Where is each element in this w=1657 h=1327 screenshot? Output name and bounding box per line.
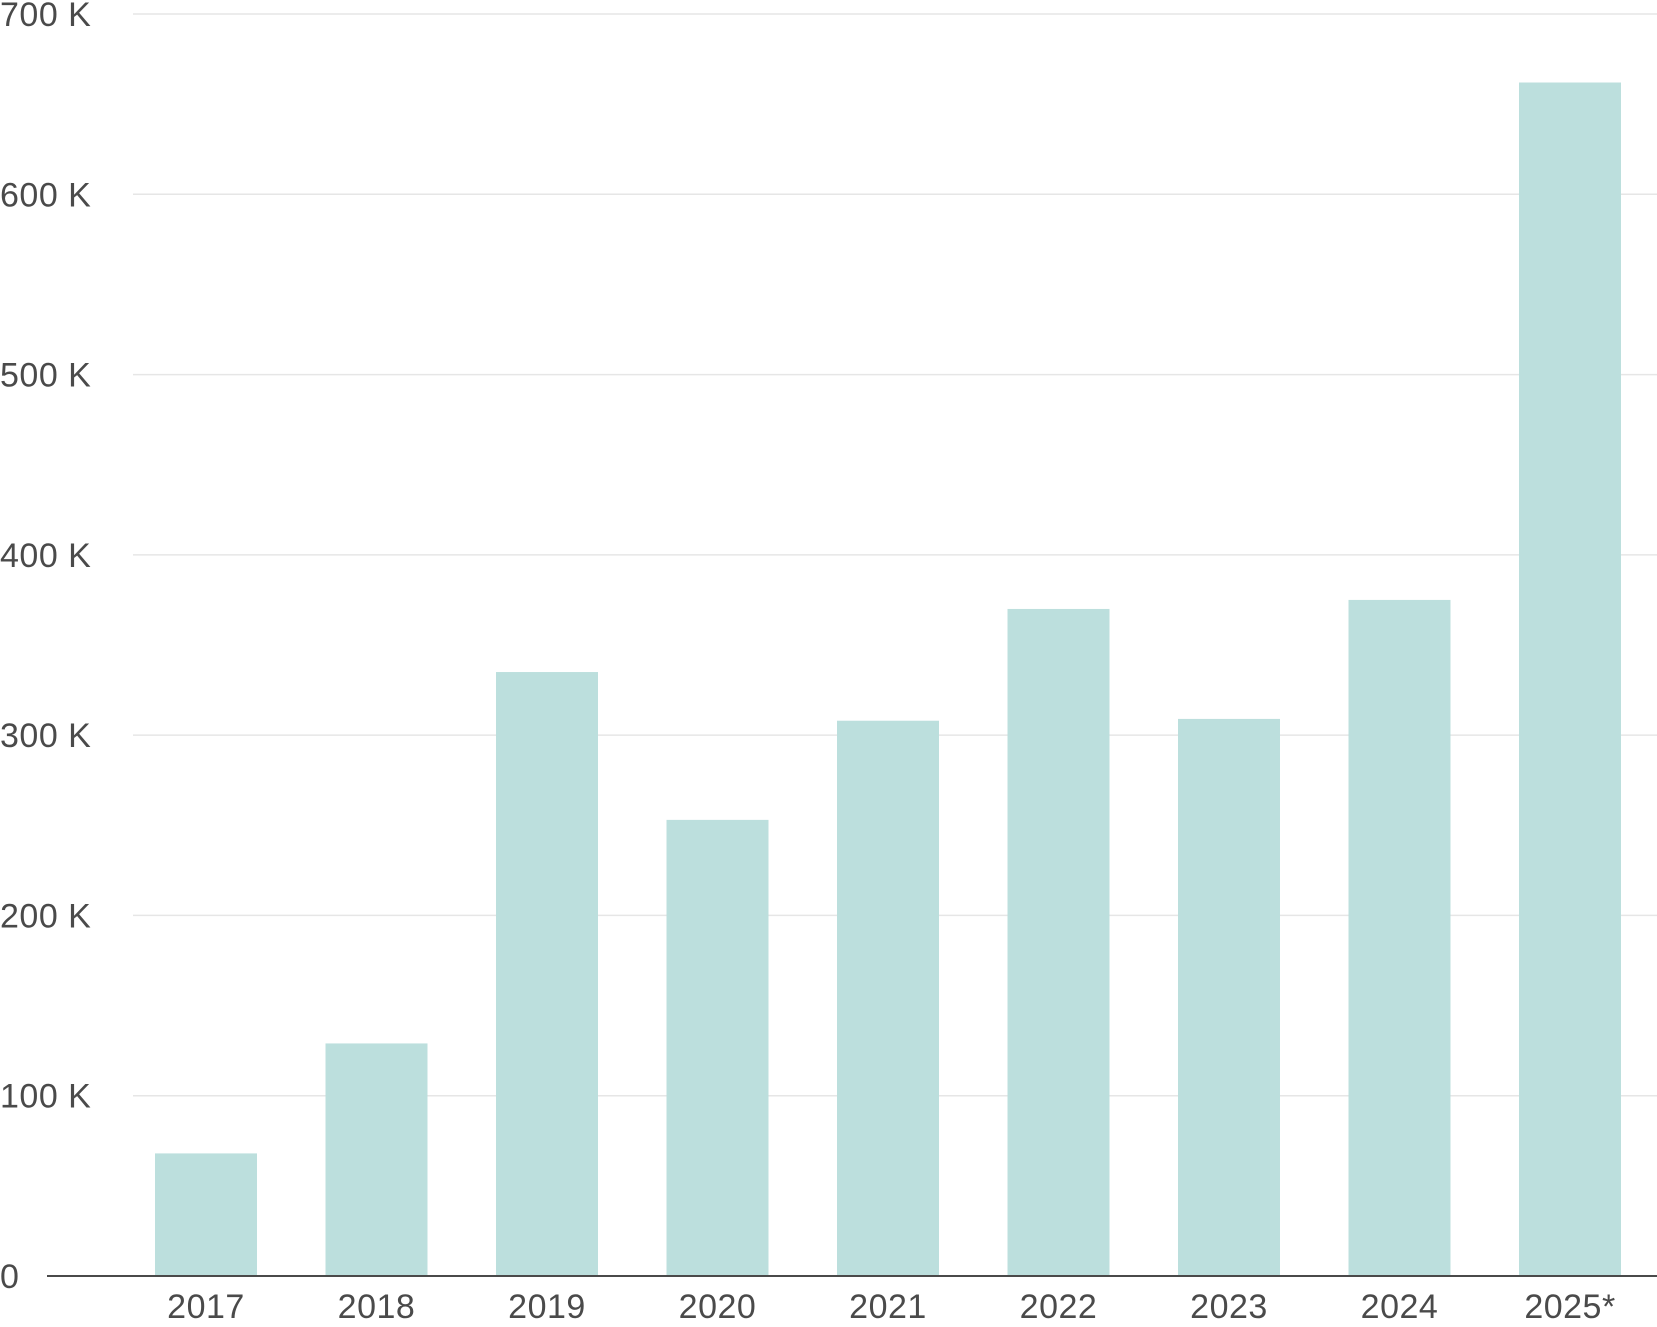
bar bbox=[666, 819, 769, 1276]
x-tick-label: 2025* bbox=[1524, 1288, 1615, 1326]
bar bbox=[325, 1043, 428, 1276]
y-tick-label: 600 K bbox=[0, 176, 91, 214]
y-tick-label: 500 K bbox=[0, 357, 91, 395]
y-tick-label: 400 K bbox=[0, 537, 91, 575]
y-tick-label: 700 K bbox=[0, 0, 91, 34]
x-tick-label: 2018 bbox=[338, 1288, 416, 1326]
bar bbox=[1007, 608, 1110, 1276]
y-tick-label: 0 bbox=[0, 1258, 19, 1296]
y-tick-label: 100 K bbox=[0, 1078, 91, 1116]
bar bbox=[1519, 82, 1621, 1277]
bar bbox=[155, 1153, 257, 1276]
x-axis-tick-labels: 2017 2018 2019 2020 2021 2022 2023 2024 2025* bbox=[167, 1288, 1615, 1326]
bar bbox=[1348, 599, 1451, 1276]
x-tick-label: 2019 bbox=[508, 1288, 586, 1326]
x-tick-label: 2022 bbox=[1020, 1288, 1098, 1326]
bar bbox=[496, 672, 598, 1276]
bar bbox=[837, 720, 939, 1276]
x-tick-label: 2023 bbox=[1190, 1288, 1268, 1326]
bars bbox=[155, 82, 1621, 1277]
x-tick-label: 2021 bbox=[849, 1288, 927, 1326]
x-tick-label: 2017 bbox=[167, 1288, 245, 1326]
x-tick-label: 2020 bbox=[679, 1288, 757, 1326]
y-tick-label: 200 K bbox=[0, 897, 91, 935]
y-axis-tick-labels: 0 100 K 200 K 300 K 400 K 500 K 600 K 700 K bbox=[0, 0, 91, 1296]
x-tick-label: 2024 bbox=[1361, 1288, 1439, 1326]
bar bbox=[1178, 718, 1280, 1276]
y-tick-label: 300 K bbox=[0, 717, 91, 755]
